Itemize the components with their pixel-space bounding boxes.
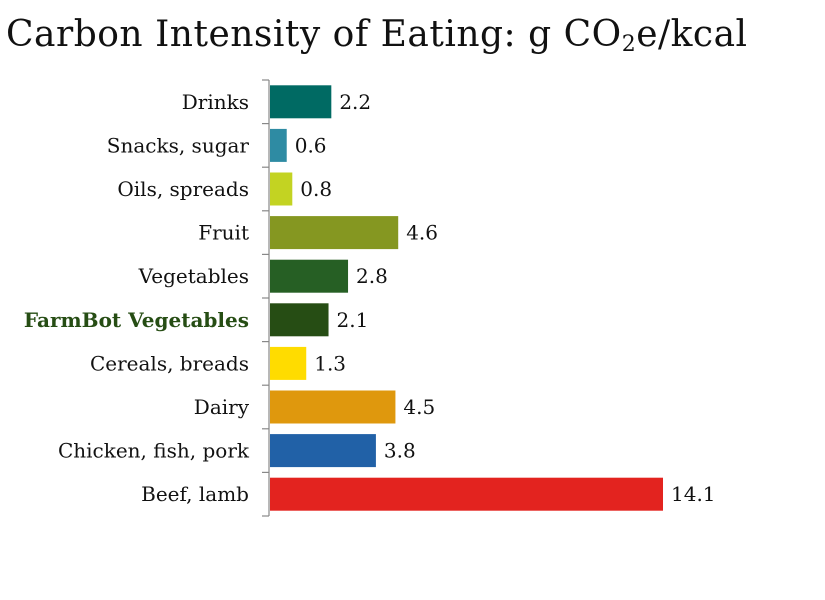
category-label: Beef, lamb: [141, 482, 249, 506]
value-label: 4.5: [403, 395, 435, 419]
bar: [270, 259, 349, 293]
bar: [270, 477, 663, 511]
value-label: 0.6: [295, 133, 327, 157]
bar: [270, 434, 376, 468]
value-label: 2.2: [339, 90, 371, 114]
category-label: Snacks, sugar: [107, 133, 250, 157]
chart-title: Carbon Intensity of Eating: g CO2e/kcal: [6, 14, 748, 57]
category-label: FarmBot Vegetables: [24, 308, 249, 332]
bar: [270, 216, 399, 250]
category-label: Drinks: [182, 90, 249, 114]
category-label: Vegetables: [138, 264, 249, 288]
bar: [270, 85, 332, 119]
category-label: Dairy: [194, 395, 250, 419]
category-label: Fruit: [198, 221, 249, 245]
value-label: 1.3: [314, 351, 346, 375]
category-label: Cereals, breads: [90, 351, 249, 375]
value-label: 2.8: [356, 264, 388, 288]
value-label: 14.1: [671, 482, 716, 506]
bar: [270, 128, 287, 162]
category-label: Chicken, fish, pork: [58, 439, 250, 463]
value-label: 3.8: [384, 439, 416, 463]
value-label: 4.6: [406, 221, 438, 245]
category-label: Oils, spreads: [117, 177, 249, 201]
bar: [270, 303, 329, 337]
bar: [270, 172, 293, 206]
bar: [270, 346, 307, 380]
bar: [270, 390, 396, 424]
value-label: 2.1: [337, 308, 369, 332]
value-label: 0.8: [300, 177, 332, 201]
